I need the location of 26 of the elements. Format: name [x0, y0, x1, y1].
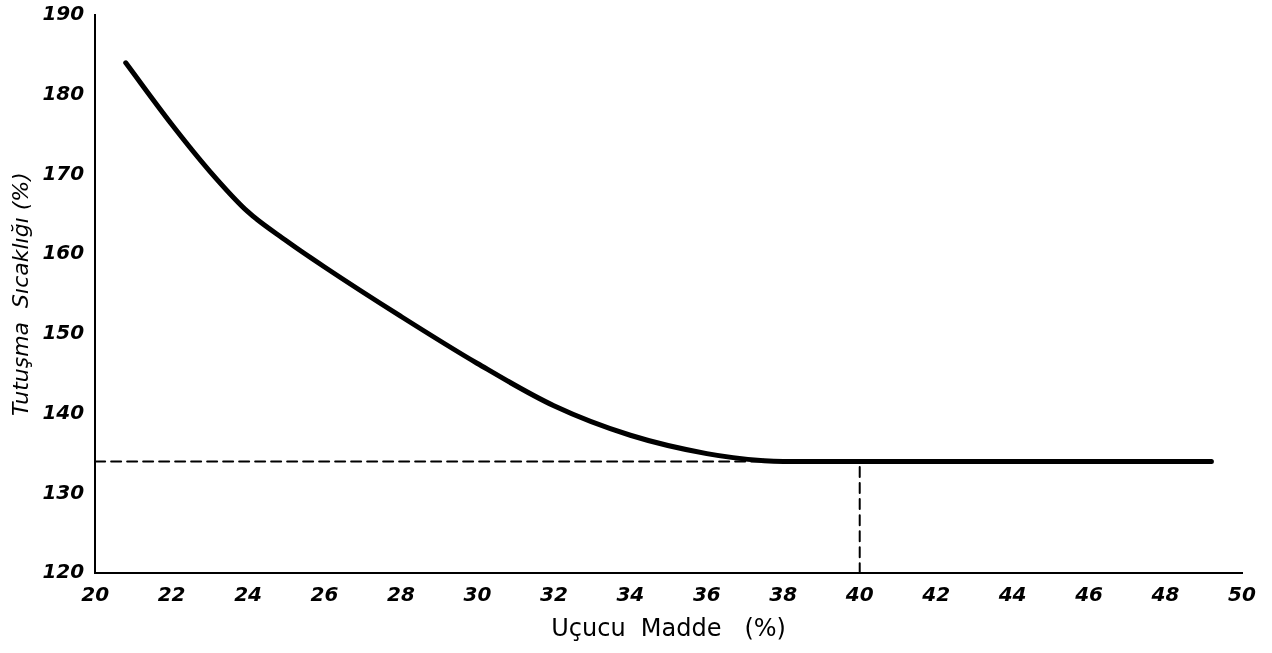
x-tick-label: 32	[539, 582, 568, 607]
y-tick-label: 130	[42, 479, 85, 504]
y-tick-label: 180	[42, 80, 85, 105]
x-tick-label: 44	[997, 582, 1027, 607]
y-tick-label: 190	[42, 1, 85, 26]
x-tick-label: 36	[692, 582, 721, 607]
x-tick-label: 34	[616, 582, 645, 607]
x-tick-label: 20	[81, 582, 110, 607]
y-tick-label: 170	[42, 160, 85, 185]
x-tick-label: 28	[387, 582, 415, 607]
x-axis-title: Uçucu Madde (%)	[551, 613, 786, 642]
x-tick-label: 24	[234, 582, 262, 607]
y-axis-title: Tutuşma Sıcaklığı (%)	[7, 172, 33, 417]
y-tick-label: 140	[42, 399, 85, 424]
x-tick-label: 46	[1074, 582, 1104, 607]
x-tick-label: 50	[1228, 582, 1256, 607]
y-tick-label: 160	[42, 240, 85, 265]
y-tick-label: 120	[42, 559, 85, 584]
x-tick-label: 40	[844, 582, 874, 607]
x-tick-label: 48	[1150, 582, 1180, 607]
x-tick-label: 38	[769, 582, 798, 607]
x-tick-label: 22	[157, 582, 186, 607]
x-tick-label: 42	[921, 582, 951, 607]
x-tick-label: 30	[463, 582, 492, 607]
x-tick-label: 26	[310, 582, 339, 607]
y-tick-label: 150	[42, 320, 85, 345]
